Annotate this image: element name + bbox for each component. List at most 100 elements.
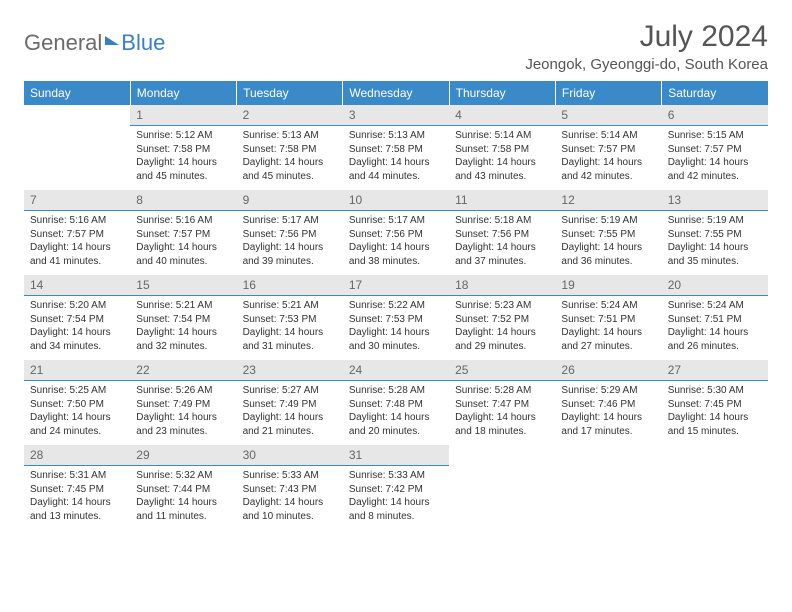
sunrise-text: Sunrise: 5:28 AM	[349, 384, 443, 398]
calendar-week-row: 21Sunrise: 5:25 AMSunset: 7:50 PMDayligh…	[24, 360, 768, 445]
calendar-cell: 6Sunrise: 5:15 AMSunset: 7:57 PMDaylight…	[662, 105, 768, 190]
daylight-text: Daylight: 14 hours and 38 minutes.	[349, 241, 443, 268]
day-content: Sunrise: 5:24 AMSunset: 7:51 PMDaylight:…	[662, 296, 768, 357]
sunrise-text: Sunrise: 5:24 AM	[668, 299, 762, 313]
calendar-cell-empty	[449, 445, 555, 530]
day-content: Sunrise: 5:23 AMSunset: 7:52 PMDaylight:…	[449, 296, 555, 357]
sunrise-text: Sunrise: 5:19 AM	[668, 214, 762, 228]
sunrise-text: Sunrise: 5:13 AM	[349, 129, 443, 143]
calendar-cell: 21Sunrise: 5:25 AMSunset: 7:50 PMDayligh…	[24, 360, 130, 445]
day-number: 26	[555, 360, 661, 381]
sunrise-text: Sunrise: 5:19 AM	[561, 214, 655, 228]
day-content: Sunrise: 5:18 AMSunset: 7:56 PMDaylight:…	[449, 211, 555, 272]
sunrise-text: Sunrise: 5:14 AM	[455, 129, 549, 143]
sunrise-text: Sunrise: 5:33 AM	[243, 469, 337, 483]
logo-text-blue: Blue	[121, 30, 165, 56]
daylight-text: Daylight: 14 hours and 13 minutes.	[30, 496, 124, 523]
calendar-body: 1Sunrise: 5:12 AMSunset: 7:58 PMDaylight…	[24, 105, 768, 530]
daylight-text: Daylight: 14 hours and 30 minutes.	[349, 326, 443, 353]
calendar-cell: 13Sunrise: 5:19 AMSunset: 7:55 PMDayligh…	[662, 190, 768, 275]
calendar-cell: 20Sunrise: 5:24 AMSunset: 7:51 PMDayligh…	[662, 275, 768, 360]
daylight-text: Daylight: 14 hours and 8 minutes.	[349, 496, 443, 523]
day-number: 19	[555, 275, 661, 296]
sunrise-text: Sunrise: 5:28 AM	[455, 384, 549, 398]
sunset-text: Sunset: 7:56 PM	[455, 228, 549, 242]
sunset-text: Sunset: 7:42 PM	[349, 483, 443, 497]
sunrise-text: Sunrise: 5:21 AM	[243, 299, 337, 313]
calendar-cell: 24Sunrise: 5:28 AMSunset: 7:48 PMDayligh…	[343, 360, 449, 445]
calendar-cell: 17Sunrise: 5:22 AMSunset: 7:53 PMDayligh…	[343, 275, 449, 360]
day-content: Sunrise: 5:28 AMSunset: 7:47 PMDaylight:…	[449, 381, 555, 442]
day-content: Sunrise: 5:15 AMSunset: 7:57 PMDaylight:…	[662, 126, 768, 187]
day-number: 15	[130, 275, 236, 296]
day-header-tuesday: Tuesday	[237, 81, 343, 105]
sunrise-text: Sunrise: 5:23 AM	[455, 299, 549, 313]
sunset-text: Sunset: 7:56 PM	[349, 228, 443, 242]
sunrise-text: Sunrise: 5:27 AM	[243, 384, 337, 398]
calendar-cell-empty	[662, 445, 768, 530]
day-number: 24	[343, 360, 449, 381]
header: General Blue July 2024 Jeongok, Gyeonggi…	[24, 20, 768, 73]
sunset-text: Sunset: 7:43 PM	[243, 483, 337, 497]
day-number: 22	[130, 360, 236, 381]
calendar-cell: 11Sunrise: 5:18 AMSunset: 7:56 PMDayligh…	[449, 190, 555, 275]
day-content: Sunrise: 5:17 AMSunset: 7:56 PMDaylight:…	[237, 211, 343, 272]
sunset-text: Sunset: 7:51 PM	[668, 313, 762, 327]
sunset-text: Sunset: 7:54 PM	[136, 313, 230, 327]
calendar-cell: 12Sunrise: 5:19 AMSunset: 7:55 PMDayligh…	[555, 190, 661, 275]
day-header-monday: Monday	[130, 81, 236, 105]
day-number: 7	[24, 190, 130, 211]
daylight-text: Daylight: 14 hours and 43 minutes.	[455, 156, 549, 183]
daylight-text: Daylight: 14 hours and 35 minutes.	[668, 241, 762, 268]
calendar-week-row: 28Sunrise: 5:31 AMSunset: 7:45 PMDayligh…	[24, 445, 768, 530]
sunset-text: Sunset: 7:57 PM	[668, 143, 762, 157]
day-content: Sunrise: 5:13 AMSunset: 7:58 PMDaylight:…	[343, 126, 449, 187]
daylight-text: Daylight: 14 hours and 15 minutes.	[668, 411, 762, 438]
daylight-text: Daylight: 14 hours and 17 minutes.	[561, 411, 655, 438]
daylight-text: Daylight: 14 hours and 44 minutes.	[349, 156, 443, 183]
daylight-text: Daylight: 14 hours and 42 minutes.	[561, 156, 655, 183]
day-number: 18	[449, 275, 555, 296]
sunset-text: Sunset: 7:50 PM	[30, 398, 124, 412]
day-content: Sunrise: 5:26 AMSunset: 7:49 PMDaylight:…	[130, 381, 236, 442]
day-number: 12	[555, 190, 661, 211]
sunset-text: Sunset: 7:53 PM	[243, 313, 337, 327]
calendar-cell: 27Sunrise: 5:30 AMSunset: 7:45 PMDayligh…	[662, 360, 768, 445]
daylight-text: Daylight: 14 hours and 27 minutes.	[561, 326, 655, 353]
calendar-cell: 15Sunrise: 5:21 AMSunset: 7:54 PMDayligh…	[130, 275, 236, 360]
day-content: Sunrise: 5:27 AMSunset: 7:49 PMDaylight:…	[237, 381, 343, 442]
sunset-text: Sunset: 7:57 PM	[561, 143, 655, 157]
day-number: 20	[662, 275, 768, 296]
day-number: 5	[555, 105, 661, 126]
sunset-text: Sunset: 7:44 PM	[136, 483, 230, 497]
calendar-cell: 26Sunrise: 5:29 AMSunset: 7:46 PMDayligh…	[555, 360, 661, 445]
day-content: Sunrise: 5:28 AMSunset: 7:48 PMDaylight:…	[343, 381, 449, 442]
day-number: 23	[237, 360, 343, 381]
day-content: Sunrise: 5:25 AMSunset: 7:50 PMDaylight:…	[24, 381, 130, 442]
sunset-text: Sunset: 7:51 PM	[561, 313, 655, 327]
sunset-text: Sunset: 7:45 PM	[30, 483, 124, 497]
day-header-sunday: Sunday	[24, 81, 130, 105]
calendar-cell: 22Sunrise: 5:26 AMSunset: 7:49 PMDayligh…	[130, 360, 236, 445]
day-number: 31	[343, 445, 449, 466]
day-number: 28	[24, 445, 130, 466]
calendar-week-row: 7Sunrise: 5:16 AMSunset: 7:57 PMDaylight…	[24, 190, 768, 275]
day-number: 6	[662, 105, 768, 126]
day-number: 17	[343, 275, 449, 296]
daylight-text: Daylight: 14 hours and 23 minutes.	[136, 411, 230, 438]
daylight-text: Daylight: 14 hours and 40 minutes.	[136, 241, 230, 268]
day-content: Sunrise: 5:22 AMSunset: 7:53 PMDaylight:…	[343, 296, 449, 357]
day-number: 27	[662, 360, 768, 381]
sunrise-text: Sunrise: 5:24 AM	[561, 299, 655, 313]
calendar-week-row: 1Sunrise: 5:12 AMSunset: 7:58 PMDaylight…	[24, 105, 768, 190]
day-content: Sunrise: 5:14 AMSunset: 7:58 PMDaylight:…	[449, 126, 555, 187]
sunrise-text: Sunrise: 5:30 AM	[668, 384, 762, 398]
calendar-table: SundayMondayTuesdayWednesdayThursdayFrid…	[24, 81, 768, 530]
sunset-text: Sunset: 7:49 PM	[136, 398, 230, 412]
day-number: 25	[449, 360, 555, 381]
calendar-cell: 1Sunrise: 5:12 AMSunset: 7:58 PMDaylight…	[130, 105, 236, 190]
location-text: Jeongok, Gyeonggi-do, South Korea	[525, 56, 768, 73]
day-content: Sunrise: 5:13 AMSunset: 7:58 PMDaylight:…	[237, 126, 343, 187]
day-header-wednesday: Wednesday	[343, 81, 449, 105]
day-number: 14	[24, 275, 130, 296]
